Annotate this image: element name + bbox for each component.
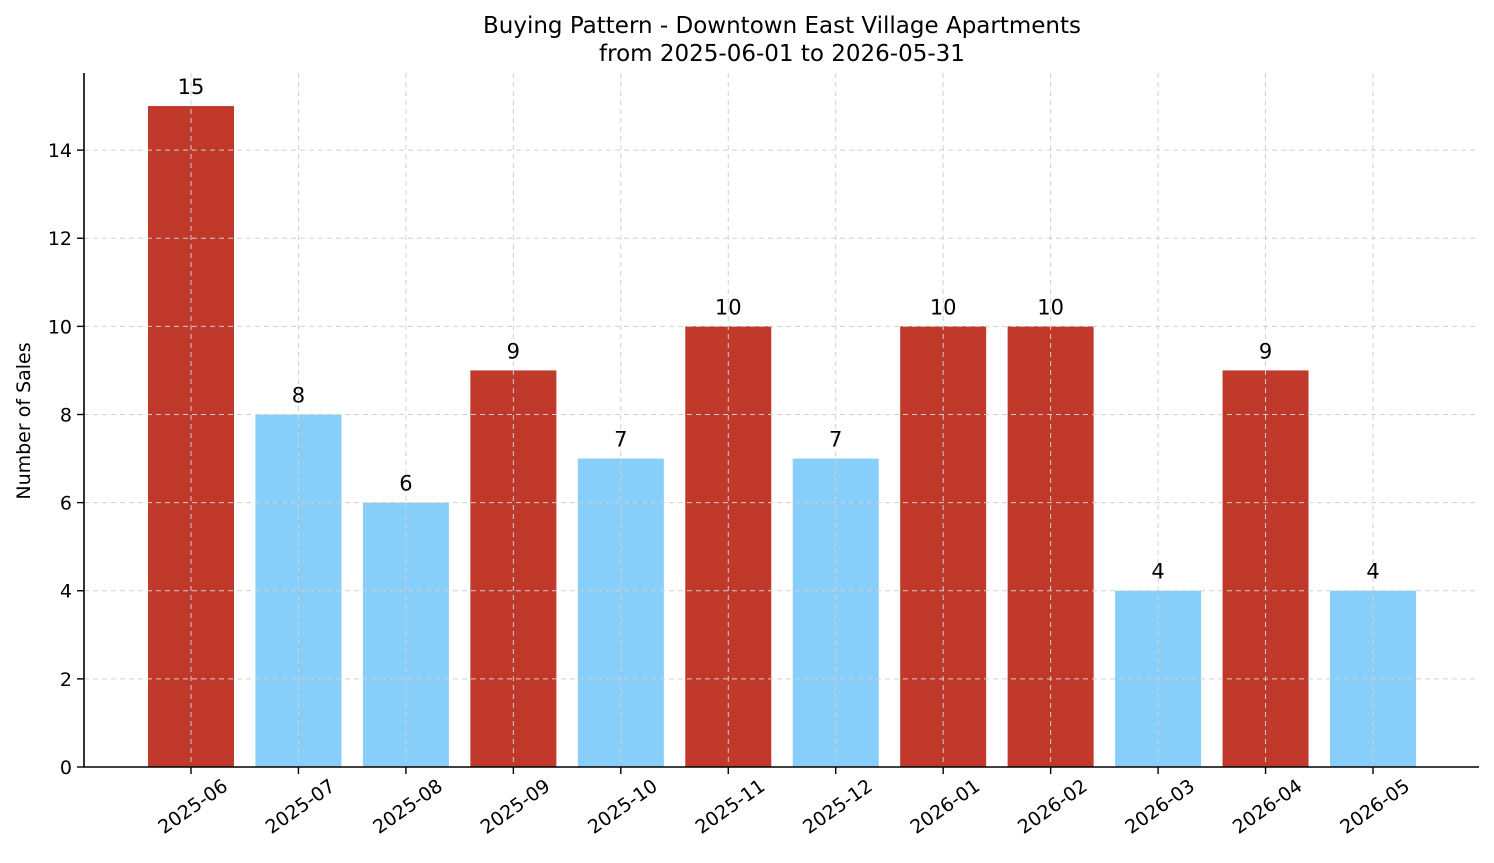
x-tick-label: 2026-01: [906, 775, 984, 839]
bar-value-label: 8: [292, 383, 305, 407]
bar-value-label: 9: [507, 339, 520, 363]
bar-value-label: 10: [930, 295, 957, 319]
x-tick-label: 2025-11: [691, 775, 769, 839]
y-tick-label: 4: [60, 581, 72, 603]
x-tick-label: 2025-07: [262, 775, 340, 839]
x-tick-label: 2026-05: [1336, 775, 1414, 839]
x-tick-label: 2026-02: [1014, 775, 1092, 839]
axes: [83, 73, 1479, 768]
y-tick-label: 14: [48, 140, 72, 162]
x-tick-label: 2025-06: [154, 775, 232, 839]
bar-value-label: 7: [829, 428, 842, 452]
data-labels: 15 8 6 9 7 10 7 10 10 4 9 4: [178, 75, 1380, 584]
x-tick-label: 2025-12: [799, 775, 877, 839]
bar-value-label: 10: [715, 295, 742, 319]
x-tick-label: 2025-08: [369, 775, 447, 839]
y-tick-label: 12: [48, 228, 72, 250]
x-tick-label: 2026-03: [1121, 775, 1199, 839]
y-tick-label: 8: [60, 404, 72, 426]
bar-value-label: 7: [614, 428, 627, 452]
y-axis-label: Number of Sales: [13, 342, 35, 499]
chart-title: Buying Pattern - Downtown East Village A…: [483, 13, 1081, 39]
bar-value-label: 4: [1151, 560, 1164, 584]
bar-value-label: 4: [1366, 560, 1379, 584]
y-tick-label: 10: [48, 316, 72, 338]
chart-subtitle: from 2025-06-01 to 2026-05-31: [599, 41, 965, 67]
bar-value-label: 9: [1259, 339, 1272, 363]
bars: [148, 106, 1416, 768]
y-tick-label: 0: [60, 757, 72, 779]
bar: [792, 458, 879, 767]
y-tick-label: 6: [60, 493, 72, 515]
grid-lines: [84, 73, 1479, 767]
x-ticks: 2025-06 2025-07 2025-08 2025-09 2025-10 2025-…: [154, 767, 1414, 839]
x-tick-label: 2026-04: [1229, 775, 1307, 839]
y-ticks: 0 2 4 6 8 10 12 14: [48, 140, 84, 779]
bar-value-label: 15: [178, 75, 205, 99]
x-tick-label: 2025-09: [477, 775, 555, 839]
bar-value-label: 6: [399, 472, 412, 496]
bar-value-label: 10: [1037, 295, 1064, 319]
x-tick-label: 2025-10: [584, 775, 662, 839]
bar: [577, 458, 664, 767]
y-tick-label: 2: [60, 669, 72, 691]
